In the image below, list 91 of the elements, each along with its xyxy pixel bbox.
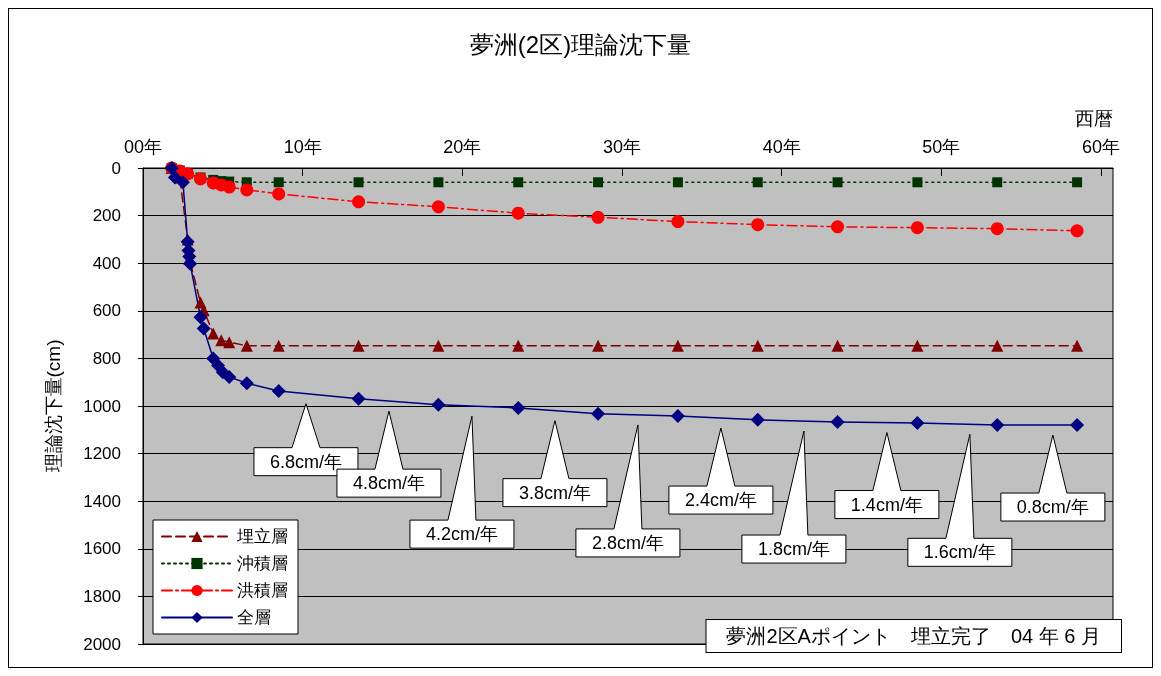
point <box>167 170 182 185</box>
annotation: 夢洲2区Aポイント 埋立完了 04 年 6 月 <box>726 625 1102 647</box>
y-tick-label: 1000 <box>83 396 121 416</box>
y-tick-label: 1800 <box>83 586 121 606</box>
annotation: 2.4cm/年 <box>684 490 757 511</box>
point <box>751 218 765 232</box>
point <box>591 210 605 224</box>
point <box>832 177 843 188</box>
point <box>911 339 924 352</box>
point <box>433 177 444 188</box>
point <box>910 415 925 430</box>
point <box>831 220 845 234</box>
point <box>670 409 685 423</box>
point <box>222 369 237 384</box>
point <box>431 200 445 214</box>
point <box>272 187 286 201</box>
point <box>990 418 1005 433</box>
annotation: 1.4cm/年 <box>850 494 923 515</box>
y-tick-label: 1200 <box>83 444 121 464</box>
point <box>992 177 1003 188</box>
point <box>240 183 254 197</box>
point <box>239 376 254 391</box>
y-tick-label: 1400 <box>83 491 121 511</box>
point <box>175 175 190 190</box>
legend-label: 沖積層 <box>237 554 288 573</box>
point <box>752 177 763 188</box>
point <box>196 321 211 336</box>
annotation: 1.8cm/年 <box>757 539 830 560</box>
annotation: 6.8cm/年 <box>269 451 342 472</box>
annotation: 4.8cm/年 <box>352 473 425 494</box>
point <box>990 222 1004 236</box>
annotation: 1.6cm/年 <box>923 542 996 563</box>
point <box>351 391 366 406</box>
y-tick-label: 800 <box>92 348 121 368</box>
point <box>512 339 525 352</box>
legend-label: 洪積層 <box>237 581 288 600</box>
x-tick-label: 60年 <box>1082 137 1121 157</box>
point <box>1072 177 1083 188</box>
x-axis-title: 西暦 <box>1075 108 1113 129</box>
annotation: 3.8cm/年 <box>518 482 591 503</box>
point <box>271 384 286 399</box>
x-tick-label: 00年 <box>123 137 163 157</box>
point <box>831 339 844 352</box>
point <box>511 206 525 220</box>
point <box>431 397 446 412</box>
point <box>830 414 845 429</box>
point <box>223 336 236 349</box>
legend-label: 埋立層 <box>236 527 288 546</box>
x-tick-label: 10年 <box>283 137 322 157</box>
point <box>513 177 524 188</box>
y-tick-label: 0 <box>111 158 121 178</box>
y-tick-label: 400 <box>92 253 121 273</box>
chart-title: 夢洲(2区)理論沈下量 <box>469 30 692 58</box>
point <box>672 177 683 188</box>
point <box>751 339 764 352</box>
point <box>511 400 526 415</box>
point <box>432 339 445 352</box>
annotation: 2.8cm/年 <box>591 532 664 553</box>
x-tick-label: 50年 <box>922 137 961 157</box>
y-tick-label: 2000 <box>83 634 121 654</box>
point <box>352 195 366 209</box>
point <box>207 327 220 340</box>
point <box>1070 418 1085 433</box>
legend-label: 全層 <box>237 608 271 627</box>
y-axis-title: 理論沈下量(cm) <box>43 339 64 473</box>
point <box>353 177 364 188</box>
point <box>272 339 285 352</box>
y-tick-label: 1600 <box>83 539 121 559</box>
point <box>912 177 923 188</box>
point <box>1070 224 1084 238</box>
point <box>991 339 1004 352</box>
point <box>910 221 924 235</box>
point <box>593 177 604 188</box>
x-tick-label: 30年 <box>603 137 642 157</box>
point <box>193 310 208 325</box>
point <box>750 412 765 427</box>
annotation: 0.8cm/年 <box>1016 497 1089 518</box>
y-tick-label: 200 <box>92 206 121 226</box>
point <box>1071 339 1084 352</box>
point <box>671 339 684 352</box>
point <box>273 177 284 188</box>
point <box>240 339 253 352</box>
point <box>591 406 606 421</box>
x-tick-label: 20年 <box>443 137 482 157</box>
point <box>671 215 685 229</box>
point <box>352 339 365 352</box>
x-tick-label: 40年 <box>762 137 801 157</box>
point <box>592 339 605 352</box>
point <box>222 180 236 194</box>
y-tick-label: 600 <box>92 301 121 321</box>
annotation: 4.2cm/年 <box>425 524 498 545</box>
